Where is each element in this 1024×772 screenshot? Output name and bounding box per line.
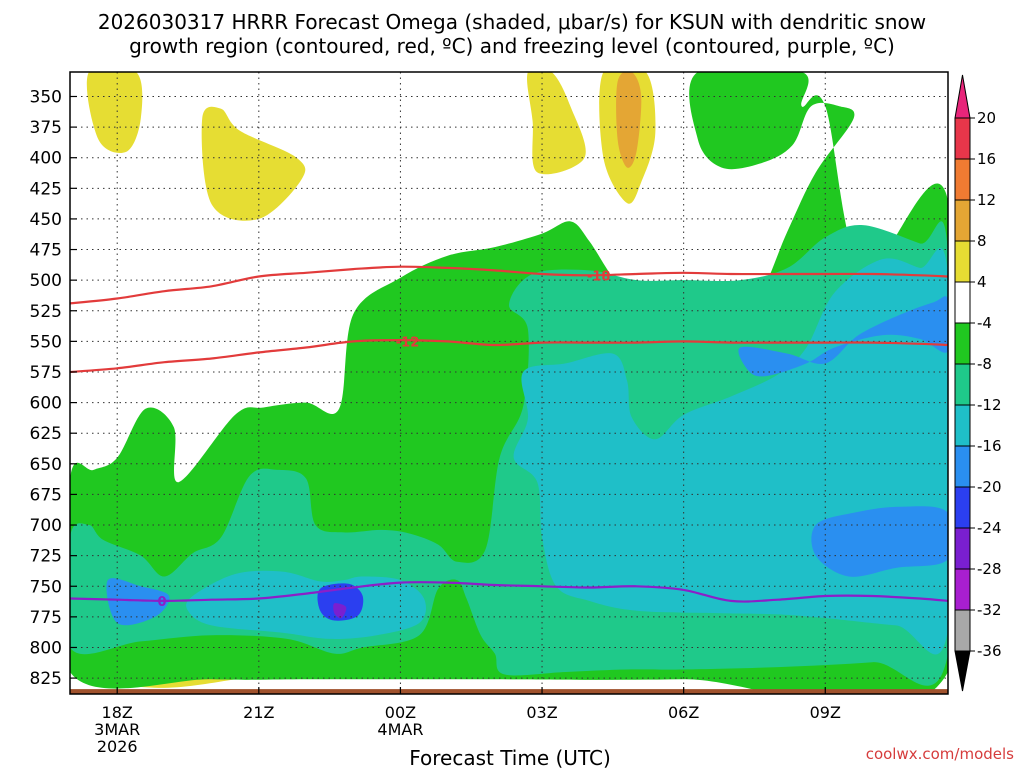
contour-freezing_0C <box>70 581 948 603</box>
colorbar-bottom-arrow <box>954 650 971 692</box>
xtick-label-0-2: 2026 <box>97 737 138 756</box>
ytick-label-625: 625 <box>30 424 62 444</box>
ytick-label-700: 700 <box>30 516 62 536</box>
ytick-label-750: 750 <box>30 577 62 597</box>
colorbar-swatch-12 <box>954 609 971 652</box>
xtick-label-15-0: 09Z <box>810 703 841 722</box>
ytick-label-375: 375 <box>30 118 62 138</box>
ytick-label-825: 825 <box>30 669 62 689</box>
xtick-label-9-0: 03Z <box>526 703 557 722</box>
xtick-label-3-0: 21Z <box>243 703 274 722</box>
colorbar-label-2: 12 <box>977 191 996 209</box>
omega-region-0 <box>86 72 143 154</box>
ytick-label-400: 400 <box>30 149 62 169</box>
contour-dendritic_-12C <box>70 338 948 374</box>
colorbar-label-7: -12 <box>977 396 1002 414</box>
chart-title-line1: 2026030317 HRRR Forecast Omega (shaded, … <box>98 10 926 34</box>
colorbar-label-6: -8 <box>977 355 992 373</box>
colorbar-label-9: -20 <box>977 478 1002 496</box>
omega-region-group <box>70 72 948 694</box>
colorbar-swatch-11 <box>954 568 971 611</box>
ground-strip <box>70 689 948 694</box>
xtick-label-0-1: 3MAR <box>94 720 140 739</box>
colorbar-label-12: -32 <box>977 601 1002 619</box>
ytick-label-675: 675 <box>30 485 62 505</box>
contour-dendritic_-18C <box>70 265 948 305</box>
contour-label-dendritic_-12C: -12 <box>396 335 420 350</box>
pressure-axis: 350 375 400 425 450 475 500 525 550 575 600 625 650 6… <box>30 87 77 689</box>
colorbar-swatch-7 <box>954 404 971 447</box>
chart-title-line2: growth region (contoured, red, ºC) and f… <box>129 34 895 58</box>
contour-label-freezing_0C: 0 <box>158 595 167 610</box>
colorbar-swatch-1 <box>954 158 971 201</box>
omega-region-13 <box>317 583 364 621</box>
colorbar-label-13: -36 <box>977 642 1002 660</box>
colorbar-swatch-8 <box>954 445 971 488</box>
omega-shaded-regions <box>70 72 948 694</box>
ytick-label-775: 775 <box>30 608 62 628</box>
ytick-label-650: 650 <box>30 455 62 475</box>
ytick-label-450: 450 <box>30 210 62 230</box>
colorbar-swatch-10 <box>954 527 971 570</box>
omega-region-2 <box>527 72 586 175</box>
gridlines <box>70 72 948 694</box>
ytick-label-600: 600 <box>30 394 62 414</box>
xtick-label-6-1: 4MAR <box>377 720 423 739</box>
contour-label-dendritic_-18C: -18 <box>587 269 611 284</box>
ytick-label-525: 525 <box>30 302 62 322</box>
omega-region-11 <box>106 578 170 626</box>
omega-region-12 <box>811 506 948 577</box>
x-axis-label: Forecast Time (UTC) <box>409 746 611 768</box>
colorbar-label-11: -28 <box>977 560 1002 578</box>
ytick-label-475: 475 <box>30 241 62 261</box>
omega-region-10 <box>738 296 948 377</box>
colorbar-label-5: -4 <box>977 314 992 332</box>
xtick-label-0-0: 18Z <box>102 703 133 722</box>
ytick-label-425: 425 <box>30 179 62 199</box>
colorbar-top-arrow <box>954 74 971 119</box>
omega-region-1 <box>201 106 306 221</box>
omega-region-14 <box>333 603 347 619</box>
colorbar-label-1: 16 <box>977 150 996 168</box>
colorbar-swatch-4 <box>954 281 971 324</box>
colorbar-label-4: 4 <box>977 273 987 291</box>
ytick-label-350: 350 <box>30 87 62 107</box>
colorbar-label-10: -24 <box>977 519 1002 537</box>
colorbar-swatch-5 <box>954 322 971 365</box>
plot-frame <box>69 71 949 695</box>
ytick-label-725: 725 <box>30 547 62 567</box>
colorbar-swatch-2 <box>954 199 971 242</box>
omega-region-4 <box>616 72 642 168</box>
ytick-label-550: 550 <box>30 332 62 352</box>
xtick-label-6-0: 00Z <box>385 703 416 722</box>
omega-region-8 <box>186 570 427 639</box>
ytick-label-800: 800 <box>30 638 62 658</box>
colorbar-swatch-3 <box>954 240 971 283</box>
colorbar-swatch-6 <box>954 363 971 406</box>
contour-group: -18 -12 0 <box>70 265 948 610</box>
colorbar: 20 16 12 8 4 -4 -8 -12 -16 -20 -24 -28 -32 -36 <box>954 74 1002 692</box>
colorbar-label-8: -16 <box>977 437 1002 455</box>
colorbar-swatch-9 <box>954 486 971 529</box>
xtick-label-12-0: 06Z <box>668 703 699 722</box>
ytick-label-500: 500 <box>30 271 62 291</box>
ytick-label-575: 575 <box>30 363 62 383</box>
colorbar-label-3: 8 <box>977 232 987 250</box>
temperature-contours: -18 -12 0 <box>70 265 948 610</box>
colorbar-swatch-0 <box>954 117 971 160</box>
credit-link[interactable]: coolwx.com/models <box>866 745 1014 763</box>
colorbar-label-0: 20 <box>977 109 996 127</box>
